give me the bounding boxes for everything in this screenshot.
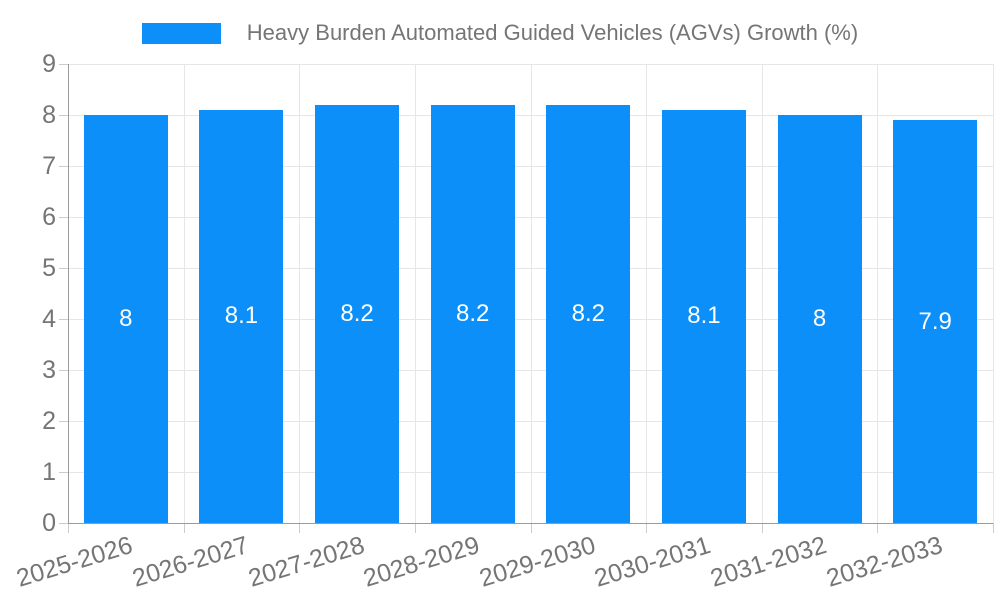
x-axis-tick: [993, 523, 994, 533]
x-axis-tick-label: 2025-2026: [13, 531, 136, 593]
x-axis-tick-label: 2030-2031: [591, 531, 715, 593]
x-axis-tick-label: 2031-2032: [707, 531, 830, 593]
bar-value-label: 8: [119, 305, 133, 332]
chart-legend: Heavy Burden Automated Guided Vehicles (…: [0, 20, 1000, 46]
bar: [777, 115, 862, 523]
x-axis-line: [68, 523, 993, 524]
gridline-vertical: [993, 64, 994, 523]
x-axis-tick: [414, 523, 416, 533]
x-axis-tick-label: 2029-2030: [475, 531, 599, 593]
x-axis-tick: [761, 523, 763, 533]
bar-value-label: 8.1: [224, 302, 259, 330]
bar-value-label: 8.2: [456, 299, 490, 327]
x-axis-tick-label: 2028-2029: [360, 531, 483, 593]
gridline-vertical: [530, 64, 532, 523]
bar: [430, 104, 515, 523]
gridline-vertical: [414, 64, 416, 523]
y-axis-tick-label: 2: [42, 407, 56, 435]
gridline-vertical: [646, 64, 648, 523]
bar: [661, 109, 746, 523]
y-axis-tick: [59, 370, 68, 371]
y-axis-tick: [59, 472, 68, 473]
y-axis-tick: [59, 166, 68, 167]
y-axis-tick: [59, 268, 68, 269]
bar-value-label: 7.9: [918, 307, 952, 335]
x-axis-tick: [877, 523, 879, 533]
x-axis-tick: [299, 523, 301, 533]
x-axis-tick-label: 2032-2033: [822, 531, 946, 593]
x-axis-tick: [68, 523, 69, 533]
x-axis-tick: [530, 523, 532, 533]
y-axis-tick-label: 0: [42, 509, 56, 537]
y-axis-tick-label: 7: [42, 152, 56, 180]
y-axis-tick-label: 4: [42, 305, 56, 333]
y-axis-tick-label: 1: [42, 458, 56, 486]
bar: [315, 104, 400, 523]
y-axis-tick: [59, 421, 68, 422]
bar-value-label: 8.1: [687, 302, 721, 330]
y-axis-line: [68, 64, 69, 523]
gridline-vertical: [299, 64, 301, 523]
bar-value-label: 8.2: [571, 299, 605, 327]
bar: [199, 109, 284, 523]
y-axis-tick: [59, 115, 68, 116]
x-axis-tick: [183, 523, 185, 533]
bar-value-label: 8: [812, 305, 827, 332]
bar: [893, 120, 978, 523]
y-axis-tick-label: 8: [42, 101, 56, 129]
y-axis-tick: [59, 523, 68, 524]
y-axis-tick-label: 6: [42, 203, 56, 231]
y-axis-tick: [59, 319, 68, 320]
y-axis-tick: [59, 64, 68, 65]
x-axis-tick: [646, 523, 648, 533]
chart-title: Heavy Burden Automated Guided Vehicles (…: [246, 20, 859, 45]
x-axis-tick-label: 2027-2028: [244, 531, 368, 593]
y-axis-tick-label: 5: [42, 254, 56, 282]
legend-swatch: [141, 22, 221, 44]
y-axis-tick-label: 3: [42, 356, 56, 384]
bar-value-label: 8.2: [340, 299, 374, 327]
bar: [546, 104, 631, 523]
y-axis-tick-label: 9: [42, 50, 56, 78]
gridline-vertical: [761, 64, 763, 523]
bar: [83, 115, 168, 523]
x-axis-tick-label: 2026-2027: [129, 531, 252, 593]
gridline-vertical: [183, 64, 185, 523]
y-axis-tick: [59, 217, 68, 218]
gridline-vertical: [877, 64, 879, 523]
